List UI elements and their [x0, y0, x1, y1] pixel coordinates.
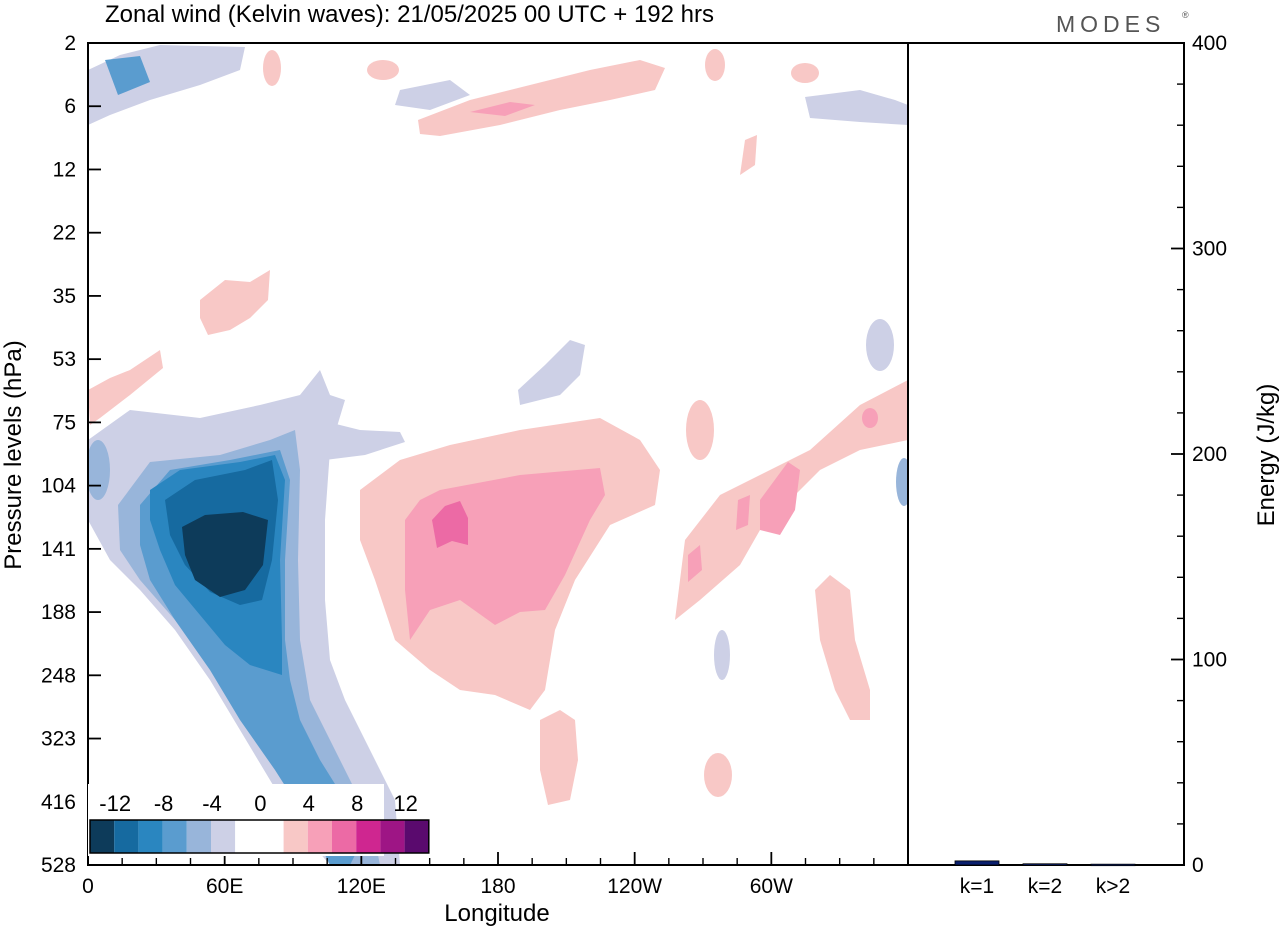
colorbar-swatch	[283, 820, 308, 853]
colorbar-swatch	[138, 820, 163, 853]
x-tick-label: 0	[82, 875, 94, 898]
colorbar-frame	[89, 819, 430, 854]
contour-neg-low	[714, 630, 730, 680]
energy-bar	[954, 860, 1000, 866]
chart-title: Zonal wind (Kelvin waves): 21/05/2025 00…	[105, 1, 714, 28]
energy-bar	[1090, 863, 1136, 867]
y-tick-label: 6	[64, 95, 76, 118]
colorbar-swatch	[404, 820, 429, 853]
contour-neg-top-left	[88, 45, 245, 125]
y-tick-label: 528	[41, 854, 76, 877]
y-tick-label: 22	[53, 222, 76, 245]
energy-tick-label: 200	[1192, 443, 1227, 466]
y-tick-label: 104	[41, 475, 76, 498]
colorbar-swatch	[380, 820, 405, 853]
y-tick-label: 323	[41, 728, 76, 751]
energy-tick-label: 400	[1192, 32, 1227, 55]
y-tick-label: 2	[64, 32, 76, 55]
contour-pos-low	[540, 710, 578, 805]
contour-pos-upper	[418, 60, 665, 136]
y-axis-title: Pressure levels (hPa)	[0, 340, 27, 569]
y-tick-label: 188	[41, 601, 76, 624]
x-tick-label: 60E	[206, 875, 243, 898]
energy-plot-frame	[907, 42, 1185, 866]
x-axis-title: Longitude	[444, 900, 549, 927]
contour-pos-right-4	[688, 545, 702, 582]
colorbar-label: 4	[303, 791, 315, 816]
registered-mark: ®	[1182, 10, 1189, 20]
contour-pos-right	[675, 380, 908, 620]
y-tick-label: 12	[53, 158, 76, 181]
colorbar-swatch	[162, 820, 187, 853]
y-tick-label: 53	[53, 348, 76, 371]
x-tick-label: 180	[480, 875, 515, 898]
colorbar-swatch	[186, 820, 211, 853]
energy-bar	[1022, 863, 1068, 866]
contour-neg-neck	[320, 420, 405, 460]
contour-pos-right-3	[736, 495, 750, 530]
y-tick-label: 35	[53, 285, 76, 308]
x-tick-label: 120E	[337, 875, 386, 898]
energy-axis: 0 100 200 300 400	[1171, 32, 1227, 877]
contour-neg-edge-right	[896, 458, 908, 506]
energy-tick-label: 300	[1192, 238, 1227, 261]
contour-neg-mid	[518, 340, 585, 405]
modes-logo: MODES ®	[1056, 10, 1189, 37]
contour-pos-upper-5	[705, 49, 725, 81]
contour-pos-low-2	[704, 753, 732, 797]
y-tick-label: 248	[41, 664, 76, 687]
colorbar-swatch	[332, 820, 357, 853]
y-tick-label: 75	[53, 411, 76, 434]
x-tick-label: 120W	[607, 875, 662, 898]
contour-neg-top	[395, 80, 470, 110]
colorbar-label: -4	[202, 791, 222, 816]
contour-neg-right	[866, 319, 894, 371]
contour-pos-upper-6	[263, 50, 281, 86]
colorbar-swatch	[90, 820, 115, 853]
contour-neg-edge	[88, 440, 110, 500]
energy-tick-label: 100	[1192, 649, 1227, 672]
colorbar-label: -12	[99, 791, 131, 816]
contour-pos-upper-2	[470, 102, 535, 116]
x-tick-label: 60W	[750, 875, 793, 898]
y-tick-label: 141	[41, 538, 76, 561]
colorbar-label: 8	[351, 791, 363, 816]
colorbar-swatch	[114, 820, 139, 853]
colorbar-label: 12	[393, 791, 417, 816]
energy-tick-label: 0	[1192, 854, 1204, 877]
colorbar-swatch	[235, 820, 260, 853]
energy-category-label: k>2	[1096, 875, 1130, 898]
contour-pos-lower-right	[815, 575, 870, 720]
contour-pos-3	[432, 501, 468, 548]
y-tick-label: 416	[41, 791, 76, 814]
contour-pos-right-5	[862, 408, 878, 428]
energy-axis-title: Energy (J/kg)	[1253, 384, 1280, 527]
colorbar: -12 -8 -4 0 4 8 12	[88, 784, 430, 856]
colorbar-swatch	[259, 820, 284, 853]
contour-pos-right-2	[760, 462, 800, 535]
colorbar-swatch	[211, 820, 236, 853]
energy-category-label: k=2	[1028, 875, 1062, 898]
wind-field-contours	[88, 45, 908, 865]
colorbar-swatch	[307, 820, 332, 853]
contour-pos-upper-4	[791, 63, 819, 83]
colorbar-label: 0	[254, 791, 266, 816]
contour-pos-upper-3	[740, 135, 757, 175]
contour-pos-upper-7	[367, 60, 399, 80]
contour-neg-6	[182, 512, 268, 597]
energy-category-label: k=1	[960, 875, 994, 898]
contour-pos-mid-right	[686, 400, 714, 460]
contour-neg-top-right	[805, 90, 908, 125]
colorbar-label: -8	[154, 791, 174, 816]
contour-pos-midleft	[200, 270, 270, 335]
energy-bars: k=1 k=2 k>2	[954, 860, 1136, 898]
pressure-axis: 2 6 12 22 35 53 75 104 141 188 248 323 416 528	[41, 32, 101, 877]
contour-pos-left	[88, 350, 163, 425]
modes-logo-text: MODES	[1056, 11, 1165, 37]
colorbar-swatch	[356, 820, 381, 853]
longitude-axis: 0 60E 120E 180 120W 60W	[82, 852, 875, 898]
contour-neg-top-left-2	[105, 56, 150, 95]
